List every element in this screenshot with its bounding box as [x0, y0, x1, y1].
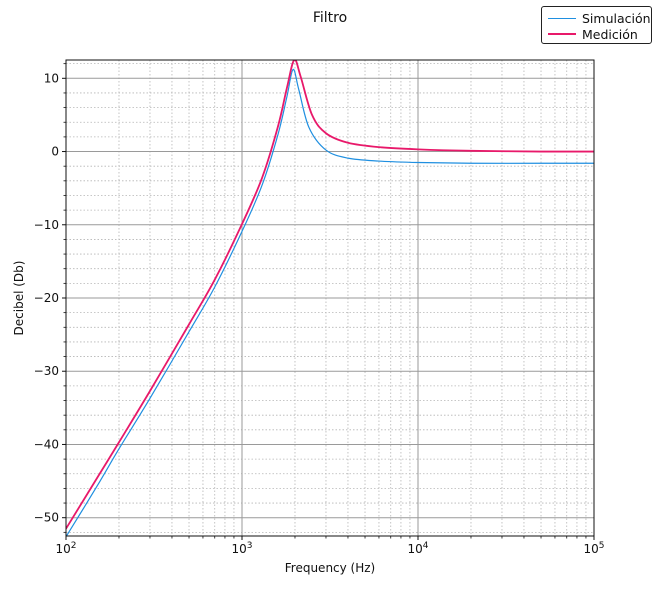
y-tick-label: −40	[34, 437, 59, 451]
y-tick-label: −30	[34, 364, 59, 378]
y-tick-label: 0	[51, 145, 59, 159]
legend-swatch-medicion	[548, 33, 576, 35]
legend-label-medicion: Medición	[582, 26, 638, 42]
plot-series	[66, 60, 594, 536]
y-tick-label: −10	[34, 218, 59, 232]
legend: Simulación Medición	[541, 6, 652, 44]
x-tick-label: 103	[231, 541, 252, 556]
legend-swatch-simulacion	[548, 17, 576, 19]
legend-label-simulacion: Simulación	[582, 10, 651, 26]
x-tick-label: 102	[55, 541, 76, 556]
legend-item-simulacion: Simulación	[548, 10, 651, 26]
axis-ticks: 102 103 104 105 10 0 −10 −20 −30 −40 −50	[34, 63, 605, 556]
y-tick-label: −50	[34, 511, 59, 525]
series-line-simulacion	[66, 68, 594, 536]
y-tick-label: 10	[44, 71, 59, 85]
x-tick-label: 105	[583, 541, 604, 556]
grid	[65, 60, 595, 536]
y-axis-label: Decibel (Db)	[12, 261, 26, 336]
y-tick-label: −20	[34, 291, 59, 305]
x-axis-label: Frequency (Hz)	[285, 561, 376, 575]
legend-item-medicion: Medición	[548, 26, 638, 42]
x-tick-label: 104	[407, 541, 428, 556]
chart-title: Filtro	[313, 10, 347, 26]
series-line-medicion	[66, 60, 594, 530]
